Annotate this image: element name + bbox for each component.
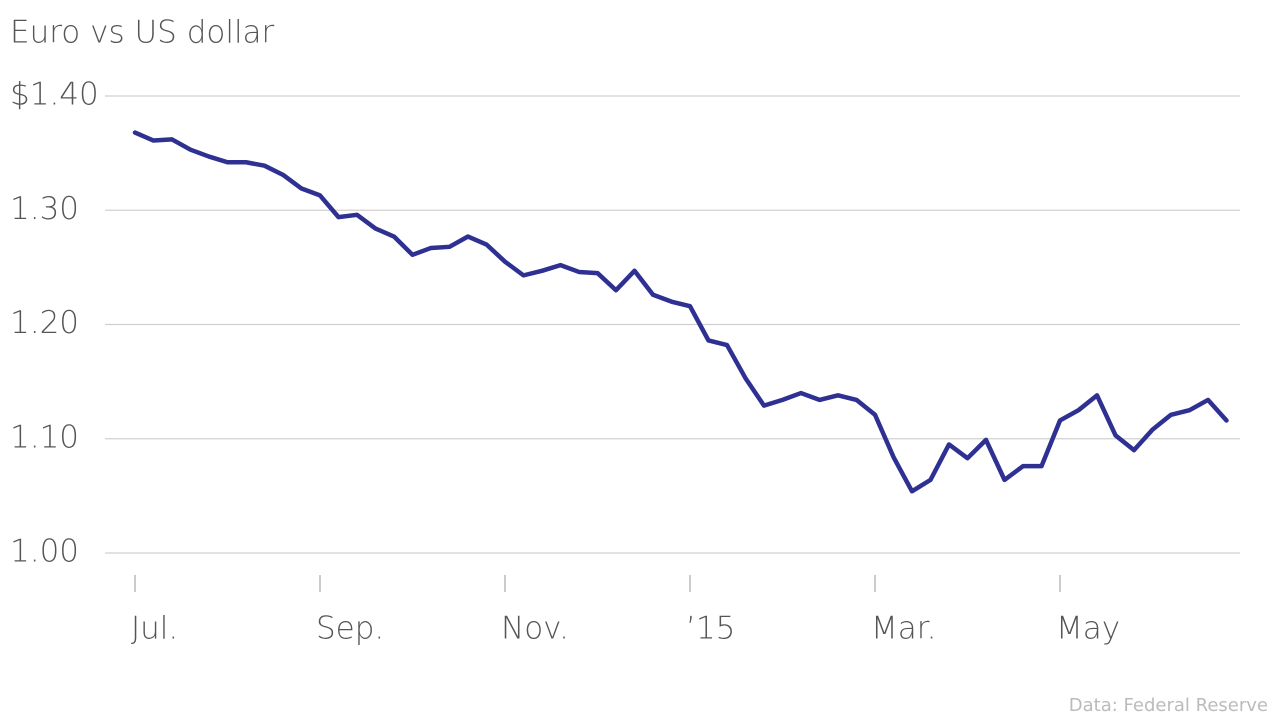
y-tick-label: $1.40 (10, 77, 99, 113)
x-tick-label: ’15 (686, 611, 735, 647)
chart-title: Euro vs US dollar (10, 15, 275, 51)
x-tick-label: Mar. (871, 611, 937, 647)
x-tick-label: Jul. (131, 611, 178, 647)
x-tick-label: Nov. (501, 611, 569, 647)
y-tick-label: 1.20 (10, 305, 79, 341)
source-note: Data: Federal Reserve (1069, 695, 1268, 716)
y-tick-label: 1.00 (10, 534, 79, 570)
y-tick-label: 1.10 (10, 419, 79, 455)
x-tick-label: Sep. (316, 611, 384, 647)
y-tick-label: 1.30 (10, 191, 79, 227)
line (132, 130, 1229, 494)
x-tick-label: May (1056, 611, 1120, 647)
